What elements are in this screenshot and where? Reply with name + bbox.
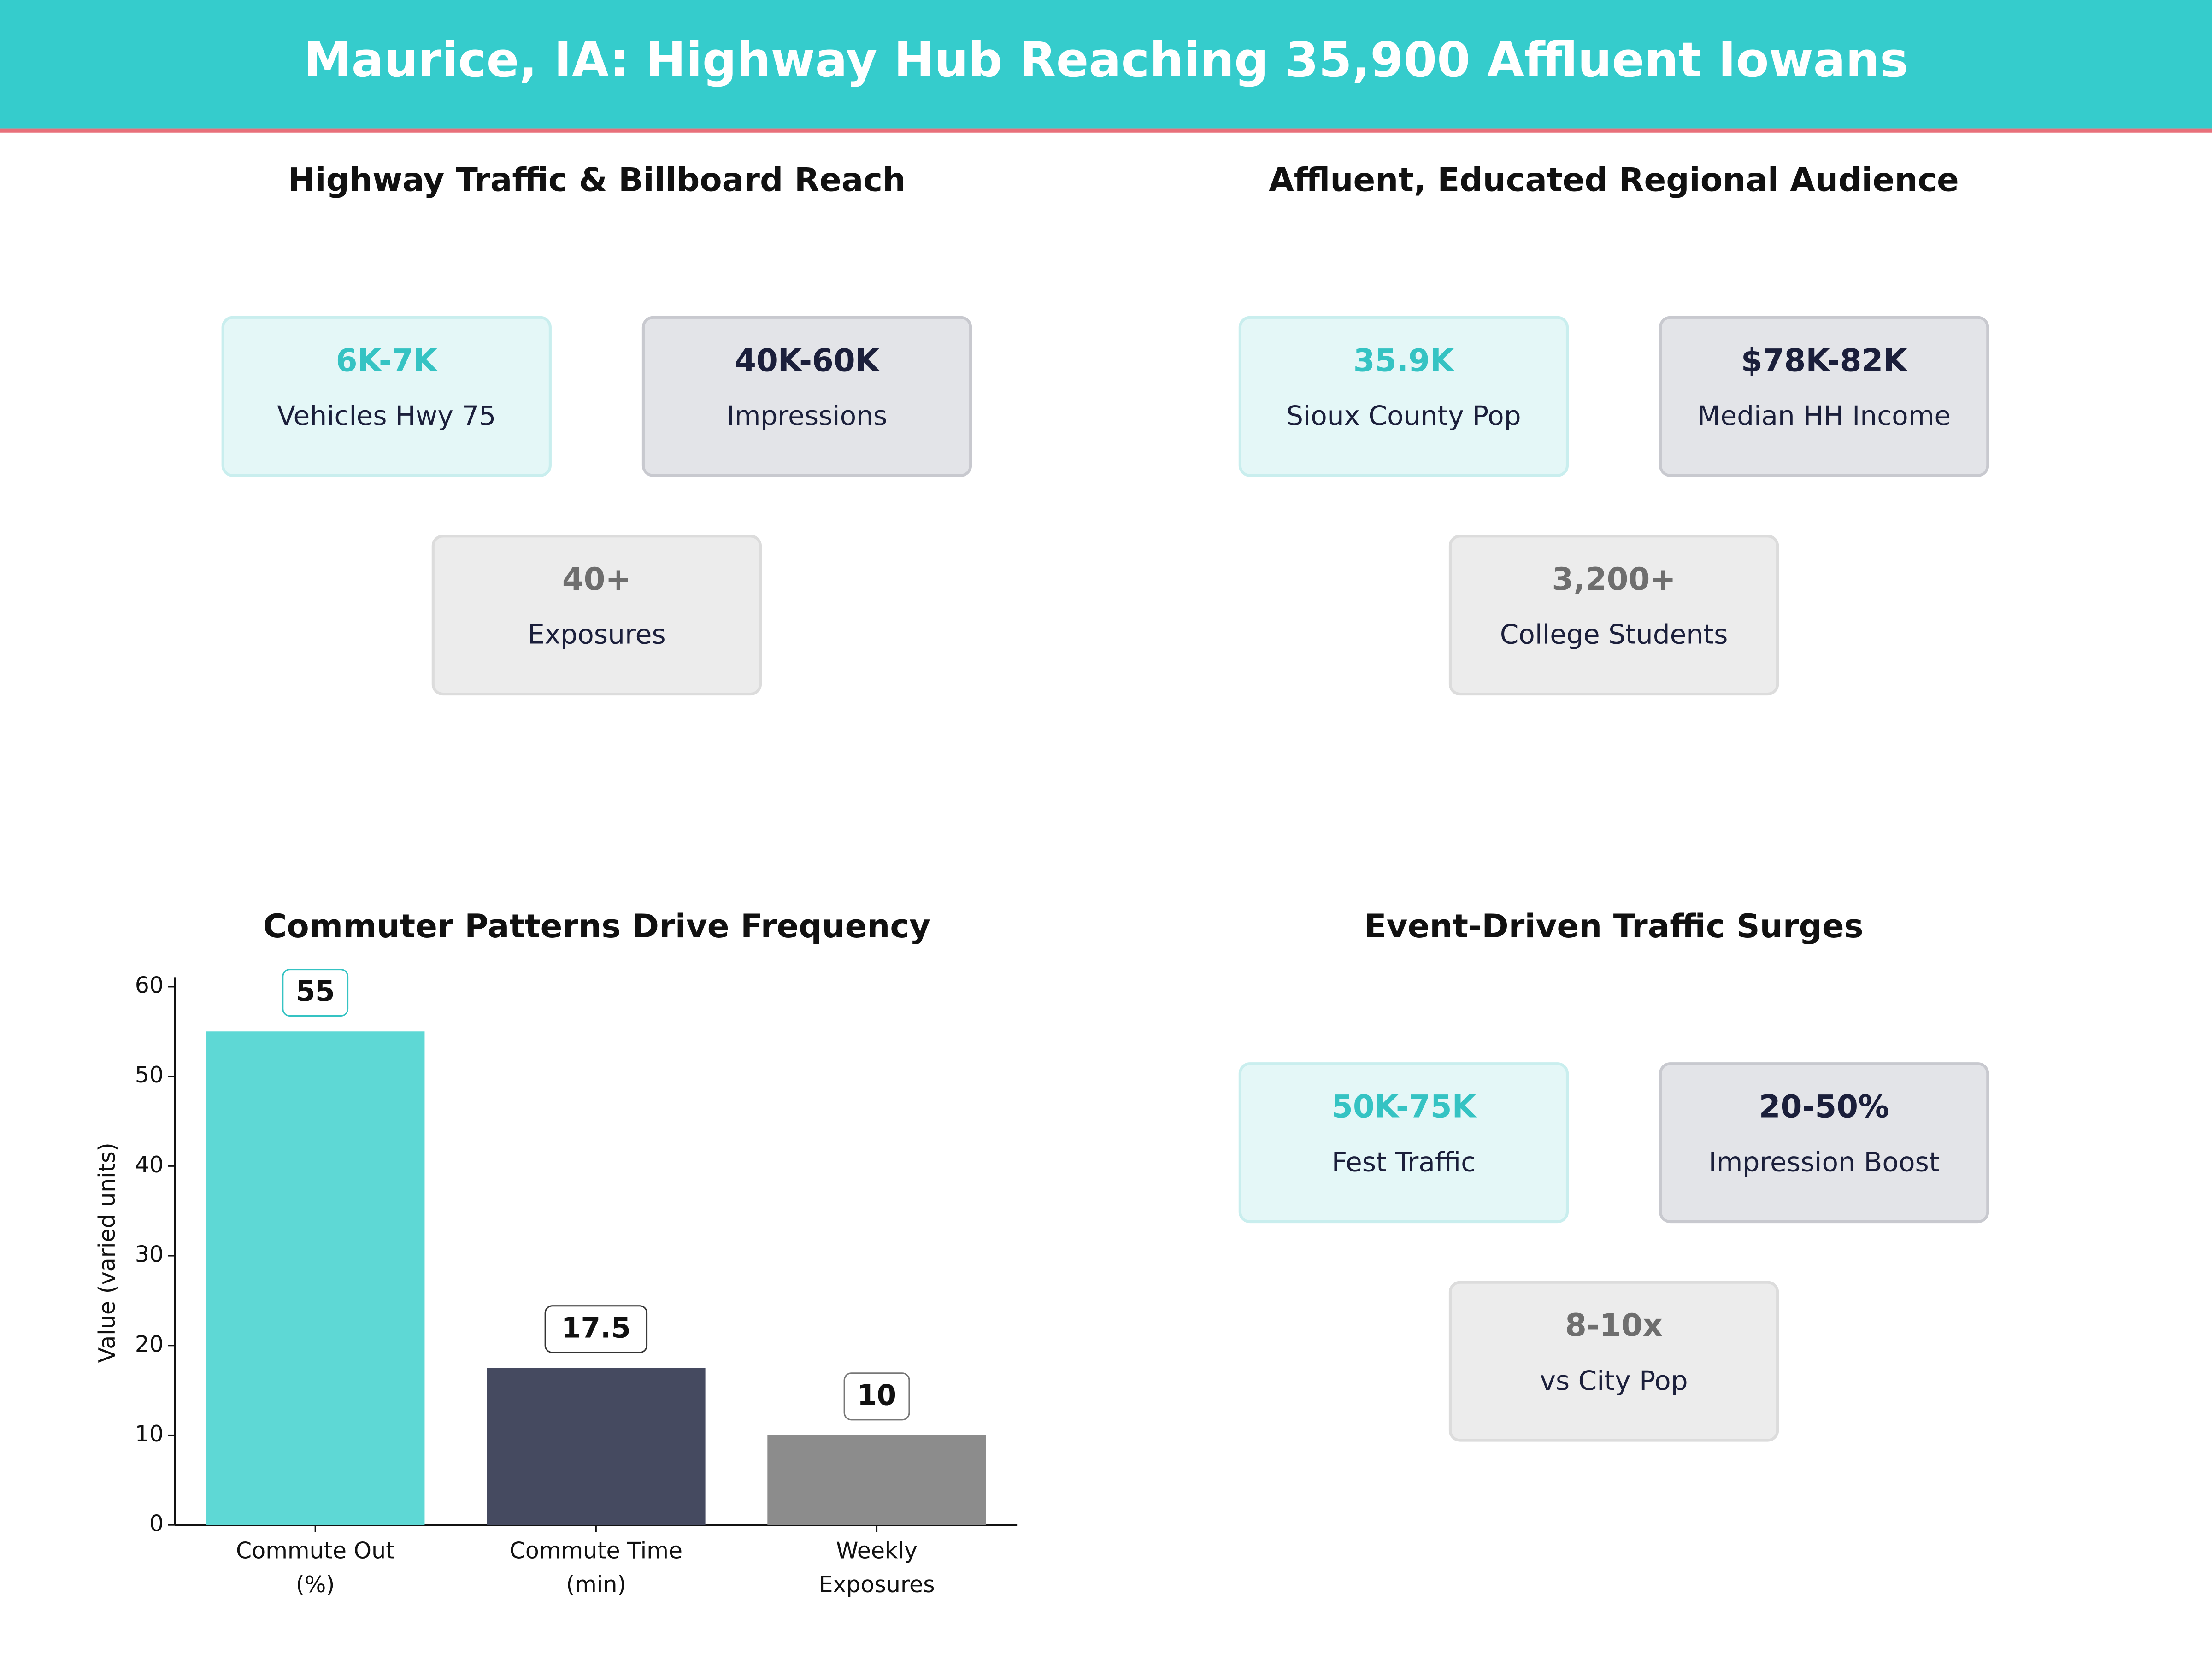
header-bar [0,0,2212,129]
kpi-card: 40+ Exposures [431,535,762,696]
card-box [1659,1062,1989,1224]
card-value: $78K-82K [1741,342,1908,378]
kpi-card: 20-50% Impression Boost [1659,1062,1989,1224]
card-value: 20-50% [1759,1088,1889,1125]
panel-title: Event-Driven Traffic Surges [1365,907,1864,945]
card-value: 6K-7K [336,342,439,378]
card-label: Impressions [727,400,888,431]
chart-title: Commuter Patterns Drive Frequency [263,907,930,945]
card-label: Fest Traffic [1332,1147,1476,1178]
card-value: 40K-60K [735,342,881,378]
card-box [431,535,762,696]
card-label: Impression Boost [1709,1147,1940,1178]
kpi-card: 8-10x vs City Pop [1448,1281,1779,1442]
y-tick-label: 20 [135,1331,164,1357]
card-box [1448,1281,1779,1442]
header-rule [0,128,2212,133]
card-box [1238,316,1569,477]
panel-title: Highway Traffic & Billboard Reach [288,161,906,199]
card-box [641,316,972,477]
card-label: Median HH Income [1697,400,1951,431]
value-label: 55 [296,975,335,1008]
kpi-card: 50K-75K Fest Traffic [1238,1062,1569,1224]
x-tick-label: Weekly Exposures [818,1537,935,1597]
card-value: 3,200+ [1552,561,1676,597]
kpi-card: $78K-82K Median HH Income [1659,316,1989,477]
card-label: College Students [1500,619,1728,650]
card-value: 8-10x [1565,1307,1663,1343]
bar [487,1368,706,1525]
card-box [1448,535,1779,696]
kpi-card: 40K-60K Impressions [641,316,972,477]
panel-title: Affluent, Educated Regional Audience [1269,161,1959,199]
y-tick-label: 40 [135,1152,164,1178]
y-tick-label: 60 [135,972,164,998]
card-value: 50K-75K [1331,1088,1477,1125]
value-label-box [843,1372,910,1421]
value-label-box [282,969,349,1017]
x-tick-label: Commute Out (%) [236,1537,394,1597]
value-label: 10 [857,1379,896,1412]
page-title: Maurice, IA: Highway Hub Reaching 35,900… [304,32,1908,88]
card-label: Sioux County Pop [1286,400,1521,431]
value-label: 17.5 [561,1312,631,1344]
card-label: Vehicles Hwy 75 [277,400,496,431]
kpi-card: 35.9K Sioux County Pop [1238,316,1569,477]
value-label-box [544,1305,648,1353]
bar [206,1031,425,1525]
y-tick-label: 30 [135,1241,164,1268]
card-box [221,316,552,477]
y-axis-label: Value (varied units) [94,1142,120,1363]
y-tick-label: 50 [135,1062,164,1088]
y-tick-label: 0 [149,1511,164,1537]
card-value: 40+ [562,561,631,597]
card-box [1238,1062,1569,1224]
kpi-card: 6K-7K Vehicles Hwy 75 [221,316,552,477]
card-label: Exposures [528,619,666,650]
card-value: 35.9K [1353,342,1455,378]
kpi-card: 3,200+ College Students [1448,535,1779,696]
x-tick-label: Commute Time (min) [510,1537,682,1597]
y-tick-label: 10 [135,1421,164,1447]
card-box [1659,316,1989,477]
bar [767,1435,986,1525]
card-label: vs City Pop [1540,1365,1688,1396]
